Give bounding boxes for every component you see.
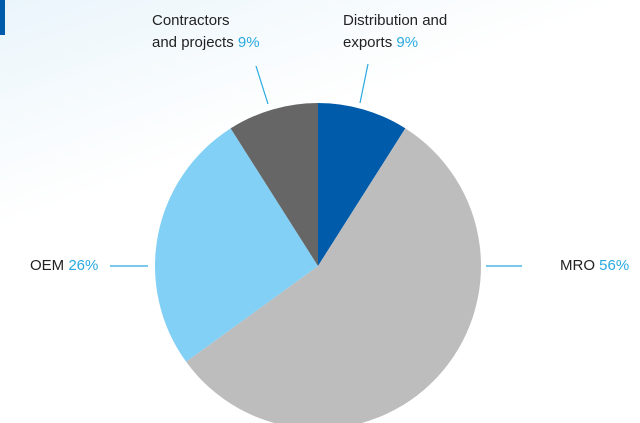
value-label: 9%: [396, 34, 419, 51]
pie-slice: [186, 128, 481, 423]
value-label: 9%: [237, 34, 260, 51]
leader-line: [359, 63, 369, 104]
pie-slice: [318, 103, 406, 266]
category-label: Contractors and projects: [152, 12, 234, 51]
pie-slice: [230, 103, 318, 266]
accent-bar: [0, 0, 5, 35]
slices: [155, 103, 481, 423]
category-label: OEM: [30, 257, 65, 274]
value-label: 26%: [68, 257, 99, 274]
slice-label: Distribution and exports 9%: [343, 10, 447, 54]
category-label: Distribution and exports: [343, 12, 448, 51]
slice-label: Contractors and projects 9%: [152, 10, 260, 54]
leader-line: [255, 65, 269, 105]
slice-label: MRO 56%: [560, 255, 629, 277]
value-label: 56%: [599, 257, 630, 274]
category-label: MRO: [560, 257, 595, 274]
pie-slice: [155, 128, 318, 362]
leader-lines: [110, 63, 522, 267]
slice-label: OEM 26%: [30, 255, 98, 277]
